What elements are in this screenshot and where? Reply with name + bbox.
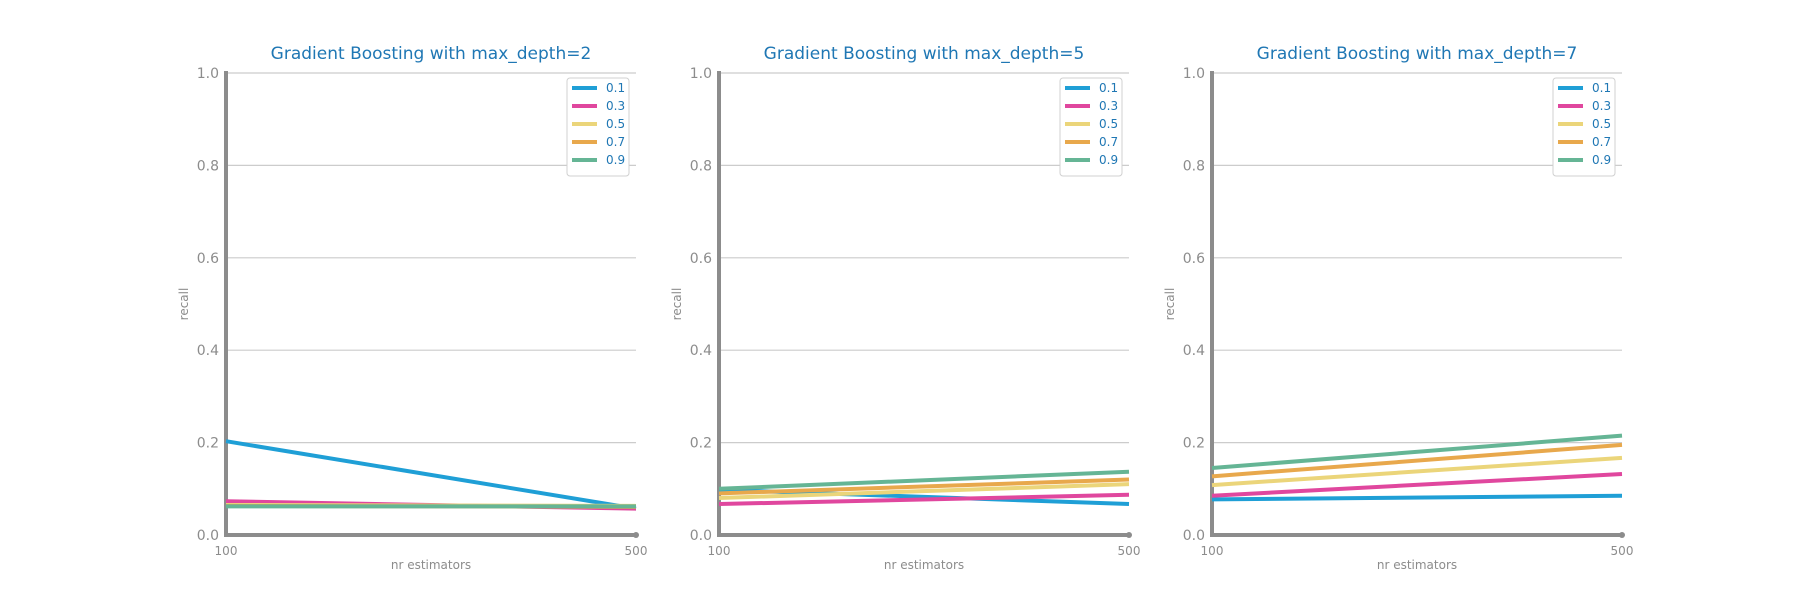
x-tick-label: 100: [708, 544, 731, 558]
x-axis-end-marker: [1126, 532, 1132, 538]
legend-box: [1552, 77, 1616, 177]
series-line-0.1: [225, 439, 637, 511]
chart-title: Gradient Boosting with max_depth=7: [1257, 44, 1578, 64]
y-axis-label: recall: [177, 288, 191, 321]
y-tick-label: 0.6: [197, 251, 219, 267]
chart-title: Gradient Boosting with max_depth=2: [271, 44, 592, 64]
legend-label: 0.5: [1592, 117, 1611, 131]
series-line-0.7: [1211, 442, 1623, 479]
subplot-2: 0.0 0.2 0.4 0.6 0.8 1.0 100 500 Gradient Boostin…: [670, 44, 1140, 572]
y-tick-label: 0.6: [690, 251, 712, 267]
x-axis-end-marker: [1619, 532, 1625, 538]
legend-label: 0.7: [1592, 135, 1611, 149]
y-tick-label: 0.0: [1183, 528, 1205, 544]
x-tick-label: 500: [1611, 544, 1634, 558]
series-line-0.5: [718, 482, 1130, 501]
legend-label: 0.3: [1099, 99, 1118, 113]
y-tick-label: 0.0: [690, 528, 712, 544]
series-line-0.7: [718, 477, 1130, 496]
legend-label: 0.7: [1099, 135, 1118, 149]
subplot-3: 0.0 0.2 0.4 0.6 0.8 1.0 100 500 Gradient Boostin…: [1163, 44, 1633, 572]
legend: 0.1 0.3 0.5 0.7 0.9: [1552, 77, 1616, 177]
y-tick-label: 0.2: [197, 436, 219, 452]
y-tick-label: 0.2: [690, 436, 712, 452]
legend-label: 0.9: [606, 153, 625, 167]
y-tick-label: 0.2: [1183, 436, 1205, 452]
legend: 0.1 0.3 0.5 0.7 0.9: [1059, 77, 1123, 177]
legend-label: 0.5: [606, 117, 625, 131]
x-tick-label: 500: [625, 544, 648, 558]
x-tick-label: 100: [1201, 544, 1224, 558]
subplot-1: 0.0 0.2 0.4 0.6 0.8 1.0 100 500 Gradient Boostin…: [177, 44, 647, 572]
legend-label: 0.5: [1099, 117, 1118, 131]
series-line-0.3: [1211, 472, 1623, 498]
legend: 0.1 0.3 0.5 0.7 0.9: [566, 77, 630, 177]
chart-title: Gradient Boosting with max_depth=5: [764, 44, 1085, 64]
legend-label: 0.1: [1099, 81, 1118, 95]
legend-label: 0.1: [1592, 81, 1611, 95]
x-axis-label: nr estimators: [391, 558, 471, 572]
y-tick-label: 0.4: [1183, 343, 1205, 359]
legend-label: 0.9: [1099, 153, 1118, 167]
series-line-0.3: [718, 492, 1130, 507]
y-tick-label: 0.4: [197, 343, 219, 359]
y-tick-label: 1.0: [197, 66, 219, 82]
y-tick-label: 1.0: [1183, 66, 1205, 82]
legend-box: [1059, 77, 1123, 177]
y-tick-label: 1.0: [690, 66, 712, 82]
legend-box: [566, 77, 630, 177]
legend-label: 0.1: [606, 81, 625, 95]
series-line-0.9: [718, 469, 1130, 491]
legend-label: 0.3: [606, 99, 625, 113]
y-tick-label: 0.8: [1183, 158, 1205, 174]
series-line-0.5: [1211, 455, 1623, 488]
legend-label: 0.9: [1592, 153, 1611, 167]
y-tick-label: 0.4: [690, 343, 712, 359]
x-axis-end-marker: [633, 532, 639, 538]
x-axis-label: nr estimators: [884, 558, 964, 572]
x-tick-label: 500: [1118, 544, 1141, 558]
y-tick-label: 0.8: [197, 158, 219, 174]
y-tick-label: 0.8: [690, 158, 712, 174]
legend-label: 0.7: [606, 135, 625, 149]
series-line-0.1: [1211, 493, 1623, 502]
y-axis-label: recall: [670, 288, 684, 321]
series-line-0.9: [1211, 433, 1623, 471]
y-tick-label: 0.6: [1183, 251, 1205, 267]
legend-label: 0.3: [1592, 99, 1611, 113]
x-tick-label: 100: [215, 544, 238, 558]
y-tick-label: 0.0: [197, 528, 219, 544]
y-axis-label: recall: [1163, 288, 1177, 321]
x-axis-label: nr estimators: [1377, 558, 1457, 572]
